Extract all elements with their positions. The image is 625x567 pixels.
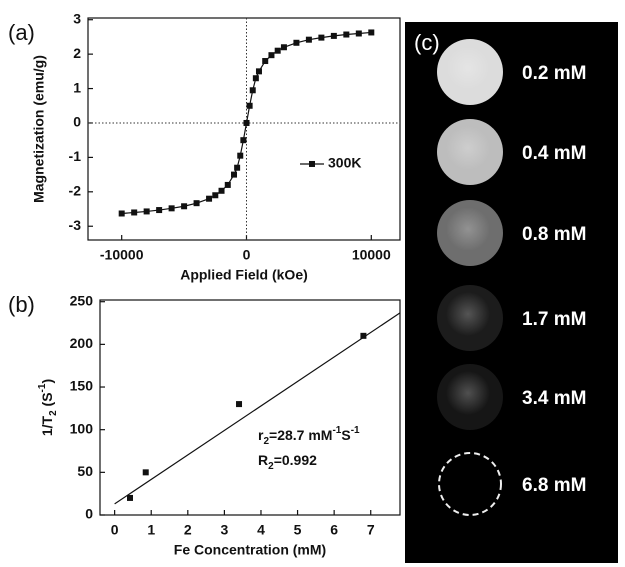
marker <box>281 44 287 50</box>
y-tick-label: -1 <box>69 148 82 164</box>
text-part: (S <box>39 392 55 410</box>
marker <box>293 40 299 46</box>
marker <box>131 209 137 215</box>
legend-label: 300K <box>328 155 361 171</box>
x-axis-label: Fe Concentration (mM) <box>174 542 326 558</box>
marker <box>306 37 312 43</box>
y-tick-label: 2 <box>73 45 81 61</box>
annotation: r2=28.7 mM-1S-1 <box>258 425 360 447</box>
marker <box>247 103 253 109</box>
x-tick-label: -10000 <box>100 247 144 263</box>
y-tick-label: 200 <box>70 335 94 351</box>
marker <box>231 172 237 178</box>
sample-label: 0.2 mM <box>522 63 586 84</box>
x-tick-label: 1 <box>147 522 155 538</box>
marker <box>250 87 256 93</box>
marker <box>206 196 212 202</box>
x-tick-label: 2 <box>184 522 192 538</box>
marker <box>318 35 324 41</box>
sample-label: 0.4 mM <box>522 143 586 164</box>
plot-frame <box>88 18 400 240</box>
marker <box>356 30 362 36</box>
sample-label: 6.8 mM <box>522 475 586 496</box>
marker <box>253 75 259 81</box>
y-tick-label: 100 <box>70 420 94 436</box>
marker <box>219 188 225 194</box>
marker <box>156 207 162 213</box>
text-part: ) <box>39 379 55 384</box>
y-axis-label: Magnetization (emu/g) <box>31 55 47 203</box>
marker <box>275 48 281 54</box>
marker <box>194 200 200 206</box>
text-part: =28.7 mM <box>269 427 332 443</box>
y-tick-label: 0 <box>85 506 93 522</box>
y-tick-label: 250 <box>70 292 94 308</box>
marker <box>331 33 337 39</box>
marker <box>343 32 349 38</box>
x-tick-label: 6 <box>330 522 338 538</box>
marker <box>243 120 249 126</box>
y-tick-label: 0 <box>73 114 81 130</box>
sample-label: 0.8 mM <box>522 224 586 245</box>
x-tick-label: 7 <box>367 522 375 538</box>
marker <box>360 333 366 339</box>
figure: (a)-3-2-10123-10000010000Applied Field (… <box>0 0 625 567</box>
text-part: -1 <box>351 425 360 436</box>
marker <box>256 68 262 74</box>
sample-glow <box>446 371 490 415</box>
sample-glow <box>446 292 490 336</box>
text-part: R <box>258 452 268 468</box>
legend-marker <box>309 161 315 167</box>
marker <box>144 208 150 214</box>
text-part: S <box>341 427 350 443</box>
sample-glow <box>446 207 490 251</box>
marker <box>143 469 149 475</box>
x-tick-label: 4 <box>257 522 265 538</box>
y-tick-label: 3 <box>73 10 81 26</box>
x-tick-label: 5 <box>294 522 302 538</box>
panel-label: (c) <box>414 30 440 55</box>
marker <box>234 165 240 171</box>
y-tick-label: 150 <box>70 378 94 394</box>
marker <box>240 137 246 143</box>
x-tick-label: 10000 <box>352 247 391 263</box>
sample-glow <box>446 126 490 170</box>
marker <box>169 205 175 211</box>
marker <box>127 495 133 501</box>
text-part: =0.992 <box>274 452 317 468</box>
page: {"chart_data": [ {"type": "line", "panel… <box>0 0 625 567</box>
sample-label: 3.4 mM <box>522 388 586 409</box>
panel-label: (b) <box>8 292 35 317</box>
sample-glow <box>446 46 490 90</box>
plot-frame <box>100 300 400 515</box>
y-tick-label: 50 <box>77 463 93 479</box>
y-tick-label: 1 <box>73 79 81 95</box>
marker <box>119 210 125 216</box>
x-tick-label: 0 <box>243 247 251 263</box>
panel-label: (a) <box>8 20 35 45</box>
marker <box>268 52 274 58</box>
y-tick-label: -3 <box>69 217 82 233</box>
y-tick-label: -2 <box>69 183 82 199</box>
y-axis-label: 1/T2 (S-1) <box>37 379 59 436</box>
marker <box>262 58 268 64</box>
x-tick-label: 0 <box>111 522 119 538</box>
marker <box>181 203 187 209</box>
sample-label: 1.7 mM <box>522 309 586 330</box>
marker <box>212 192 218 198</box>
text-part: 1/T <box>39 415 55 436</box>
marker <box>225 182 231 188</box>
x-axis-label: Applied Field (kOe) <box>180 267 308 283</box>
fit-line <box>115 313 400 504</box>
marker <box>368 29 374 35</box>
x-tick-label: 3 <box>220 522 228 538</box>
marker <box>237 153 243 159</box>
marker <box>236 401 242 407</box>
annotation: R2=0.992 <box>258 452 317 472</box>
